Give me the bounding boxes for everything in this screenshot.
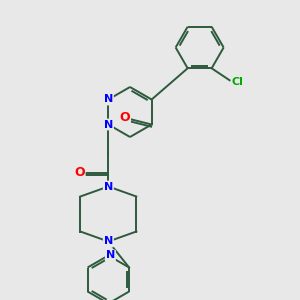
- Text: N: N: [104, 119, 113, 130]
- Text: O: O: [74, 166, 85, 179]
- Text: O: O: [119, 111, 130, 124]
- Text: N: N: [106, 250, 115, 260]
- Text: Cl: Cl: [232, 77, 244, 87]
- Text: N: N: [104, 94, 113, 104]
- Text: N: N: [104, 236, 113, 247]
- Text: N: N: [104, 182, 113, 191]
